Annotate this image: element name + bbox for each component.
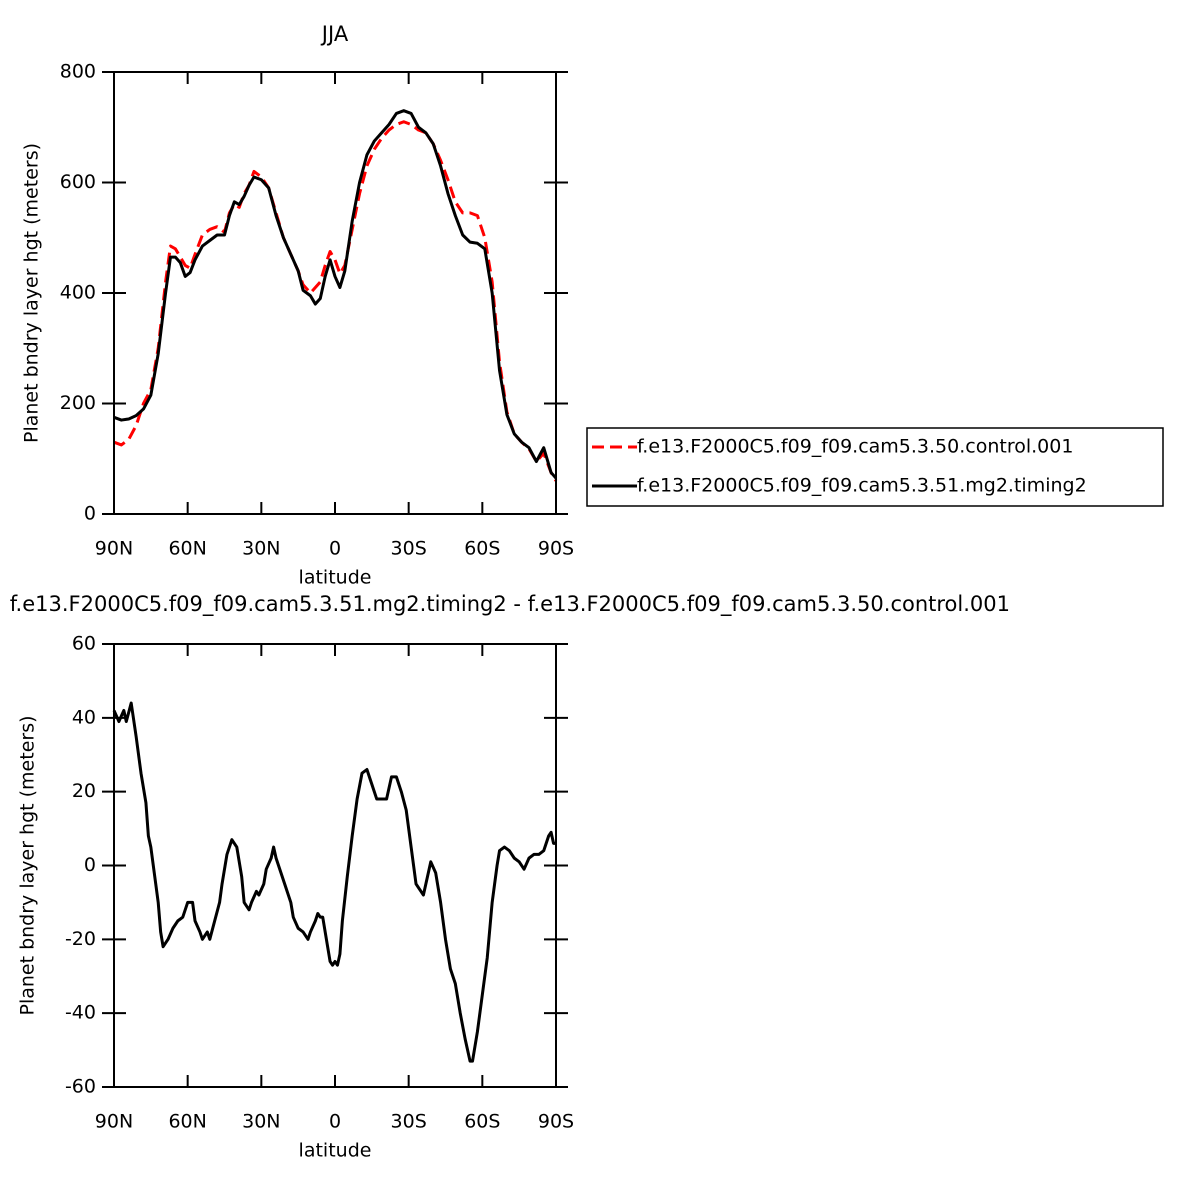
y-tick-label: 0 <box>84 503 96 525</box>
y-tick-label: 400 <box>60 282 96 304</box>
x-tick-label: 90S <box>538 1111 574 1133</box>
legend-box <box>586 427 1164 507</box>
y-axis-label: Planet bndry layer hgt (meters) <box>17 715 39 1015</box>
series-line <box>113 109 558 480</box>
x-tick-label: 30N <box>242 1111 280 1133</box>
y-tick-label: 200 <box>60 392 96 414</box>
chart-title: f.e13.F2000C5.f09_f09.cam5.3.51.mg2.timi… <box>10 592 1010 617</box>
y-tick-label: 800 <box>60 61 96 83</box>
x-axis-label: latitude <box>299 567 372 589</box>
x-tick-label: 0 <box>329 538 341 560</box>
series-line <box>112 701 556 1063</box>
y-tick-label: -40 <box>65 1002 96 1024</box>
x-tick-label: 30N <box>242 538 280 560</box>
x-tick-label: 0 <box>329 1111 341 1133</box>
y-tick-label: -20 <box>65 928 96 950</box>
x-tick-label: 90N <box>95 1111 133 1133</box>
x-tick-label: 30S <box>391 538 427 560</box>
x-tick-label: 60S <box>464 538 500 560</box>
y-tick-label: 60 <box>72 633 96 655</box>
series-line <box>113 120 558 482</box>
y-axis-label: Planet bndry layer hgt (meters) <box>21 143 43 443</box>
y-tick-label: -60 <box>65 1076 96 1098</box>
chart-title: JJA <box>320 22 349 46</box>
plot-frame <box>113 71 557 515</box>
x-tick-label: 60N <box>168 538 206 560</box>
x-axis-label: latitude <box>299 1140 372 1162</box>
y-tick-label: 600 <box>60 171 96 193</box>
x-tick-label: 60S <box>464 1111 500 1133</box>
legend-label: f.e13.F2000C5.f09_f09.cam5.3.51.mg2.timi… <box>637 475 1087 497</box>
x-tick-label: 90N <box>95 538 133 560</box>
legend-label: f.e13.F2000C5.f09_f09.cam5.3.50.control.… <box>637 436 1073 458</box>
y-tick-label: 20 <box>72 780 96 802</box>
x-tick-label: 90S <box>538 538 574 560</box>
x-tick-label: 30S <box>391 1111 427 1133</box>
y-tick-label: 40 <box>72 706 96 728</box>
x-tick-label: 60N <box>168 1111 206 1133</box>
y-tick-label: 0 <box>84 854 96 876</box>
plot-frame <box>113 643 557 1088</box>
